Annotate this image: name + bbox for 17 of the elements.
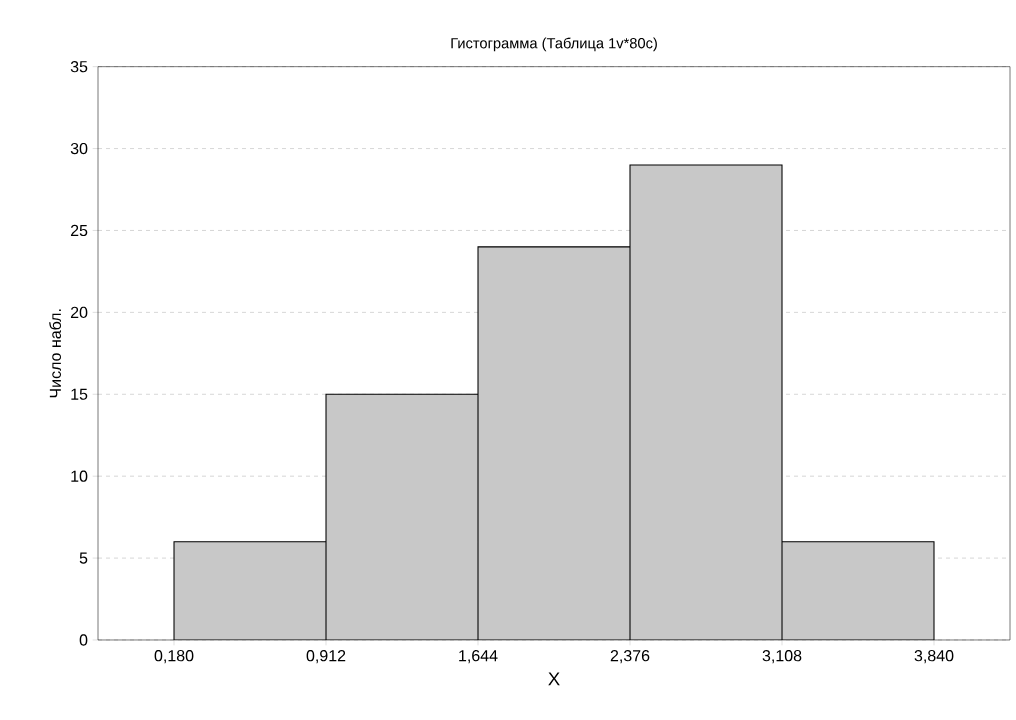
x-tick-label: 0,912 [306,650,346,664]
y-tick-label: 10 [71,470,88,482]
x-tick-label: 1,644 [459,650,498,664]
y-tick-label: 5 [79,552,88,564]
x-tick-label: 0,180 [154,650,194,664]
chart-title: Гистограмма (Таблица 1v*80c) [451,37,657,52]
x-tick-label: 2,376 [610,650,650,664]
y-axis-title: Число набл. [49,309,61,398]
x-tick-label: 3,840 [914,650,954,664]
x-tick-label: 3,108 [762,650,802,664]
y-tick-label: 25 [70,224,88,237]
y-tick-label: 15 [71,388,88,400]
x-axis-title: X [548,672,560,686]
y-tick-label: 20 [70,306,88,319]
y-tick-label: 35 [70,61,88,73]
y-tick-label: 0 [79,634,88,646]
y-tick-label: 30 [70,142,88,155]
